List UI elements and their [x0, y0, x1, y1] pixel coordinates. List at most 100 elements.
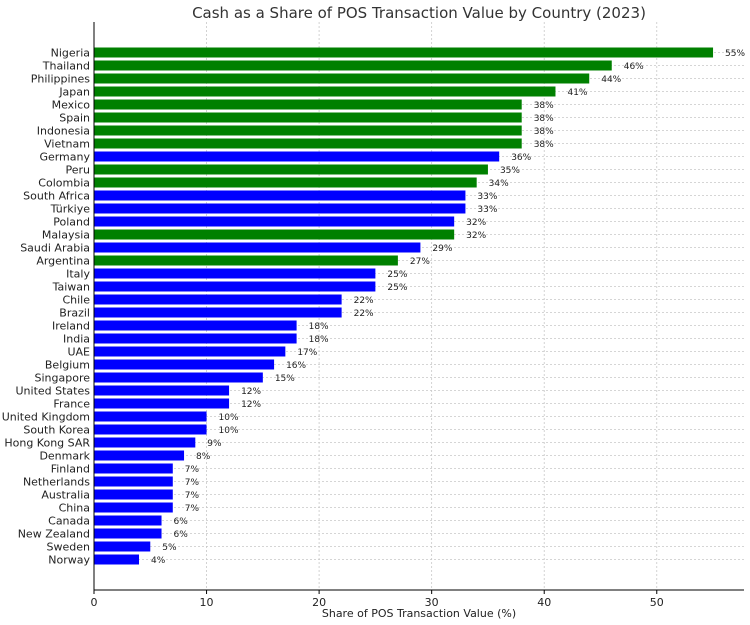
bar-value-label: 33% [477, 205, 497, 215]
y-tick-label: Taiwan [52, 281, 90, 294]
y-tick-label: Italy [66, 268, 90, 281]
bar-value-label: 6% [174, 530, 189, 540]
bar [94, 164, 488, 175]
bar-value-label: 4% [151, 556, 166, 566]
y-tick-label: South Korea [23, 424, 90, 437]
bar [94, 203, 466, 214]
bar [94, 450, 185, 461]
bar-value-label: 27% [410, 257, 430, 267]
y-tick-label: Poland [53, 216, 90, 229]
bar-value-label: 6% [174, 517, 189, 527]
bar [94, 281, 376, 292]
y-tick-label: Denmark [39, 450, 90, 463]
y-tick-label: India [63, 333, 90, 346]
bar [94, 346, 286, 357]
bar [94, 320, 297, 331]
y-tick-label: Norway [48, 554, 90, 567]
bar-value-label: 18% [309, 322, 329, 332]
bar-value-label: 36% [511, 153, 531, 163]
y-tick-label: Sweden [47, 541, 90, 554]
bar-value-label: 10% [219, 426, 239, 436]
bar [94, 229, 455, 240]
y-tick-label: Vietnam [44, 138, 90, 151]
y-tick-label: Argentina [36, 255, 90, 268]
bar [94, 99, 522, 110]
y-tick-label: Singapore [35, 372, 91, 385]
bar-value-label: 38% [534, 140, 554, 150]
bar [94, 255, 398, 266]
bar [94, 398, 230, 409]
bar-value-label: 7% [185, 504, 200, 514]
bar [94, 359, 275, 370]
bar [94, 177, 477, 188]
y-tick-label: New Zealand [18, 528, 90, 541]
bar [94, 424, 207, 435]
y-tick-label: Finland [51, 463, 90, 476]
bar [94, 476, 173, 487]
bar [94, 385, 230, 396]
bar-value-label: 15% [275, 374, 295, 384]
bar-value-label: 7% [185, 465, 200, 475]
y-tick-label: Chile [62, 294, 90, 307]
y-tick-label: China [59, 502, 90, 515]
y-tick-label: Japan [58, 86, 90, 99]
y-tick-label: France [53, 398, 90, 411]
x-axis-title: Share of POS Transaction Value (%) [322, 607, 516, 620]
bar [94, 502, 173, 513]
bar-value-label: 38% [534, 114, 554, 124]
y-tick-label: Saudi Arabia [20, 242, 90, 255]
bar-value-label: 34% [489, 179, 509, 189]
bar-value-label: 32% [466, 231, 486, 241]
y-tick-label: United Kingdom [2, 411, 90, 424]
bar [94, 294, 342, 305]
y-tick-label: Hong Kong SAR [4, 437, 90, 450]
bar-value-label: 29% [432, 244, 452, 254]
y-tick-label: Belgium [45, 359, 90, 372]
bar [94, 268, 376, 279]
bar-value-label: 22% [354, 309, 374, 319]
bar [94, 515, 162, 526]
bars: 55%46%44%41%38%38%38%38%36%35%34%33%33%3… [94, 47, 745, 566]
bar-value-label: 38% [534, 101, 554, 111]
bar-value-label: 9% [207, 439, 222, 449]
bar-value-label: 38% [534, 127, 554, 137]
y-tick-label: Philippines [31, 73, 91, 86]
y-tick-label: Malaysia [42, 229, 90, 242]
bar [94, 47, 714, 58]
bar [94, 73, 590, 84]
bar-value-label: 17% [297, 348, 317, 358]
bar [94, 307, 342, 318]
bar [94, 489, 173, 500]
bar-value-label: 16% [286, 361, 306, 371]
axes: NigeriaThailandPhilippinesJapanMexicoSpa… [2, 22, 744, 609]
y-tick-label: UAE [67, 346, 90, 359]
bar-value-label: 7% [185, 478, 200, 488]
bar [94, 151, 500, 162]
y-tick-label: Thailand [42, 60, 90, 73]
bar [94, 554, 140, 565]
y-tick-label: Germany [39, 151, 90, 164]
bar [94, 242, 421, 253]
bar [94, 216, 455, 227]
bar [94, 125, 522, 136]
y-tick-label: Ireland [52, 320, 90, 333]
bar-value-label: 32% [466, 218, 486, 228]
bar [94, 86, 556, 97]
y-tick-label: Indonesia [37, 125, 90, 138]
bar [94, 541, 151, 552]
y-tick-label: Canada [48, 515, 90, 528]
bar-value-label: 5% [162, 543, 177, 553]
bar-value-label: 12% [241, 400, 261, 410]
bar [94, 190, 466, 201]
bar-value-label: 12% [241, 387, 261, 397]
bar-value-label: 35% [500, 166, 520, 176]
bar-value-label: 18% [309, 335, 329, 345]
bar-value-label: 10% [219, 413, 239, 423]
bar [94, 411, 207, 422]
bar [94, 112, 522, 123]
x-tick-label: 40 [537, 596, 551, 609]
y-tick-label: Nigeria [51, 47, 90, 60]
x-tick-label: 10 [200, 596, 214, 609]
